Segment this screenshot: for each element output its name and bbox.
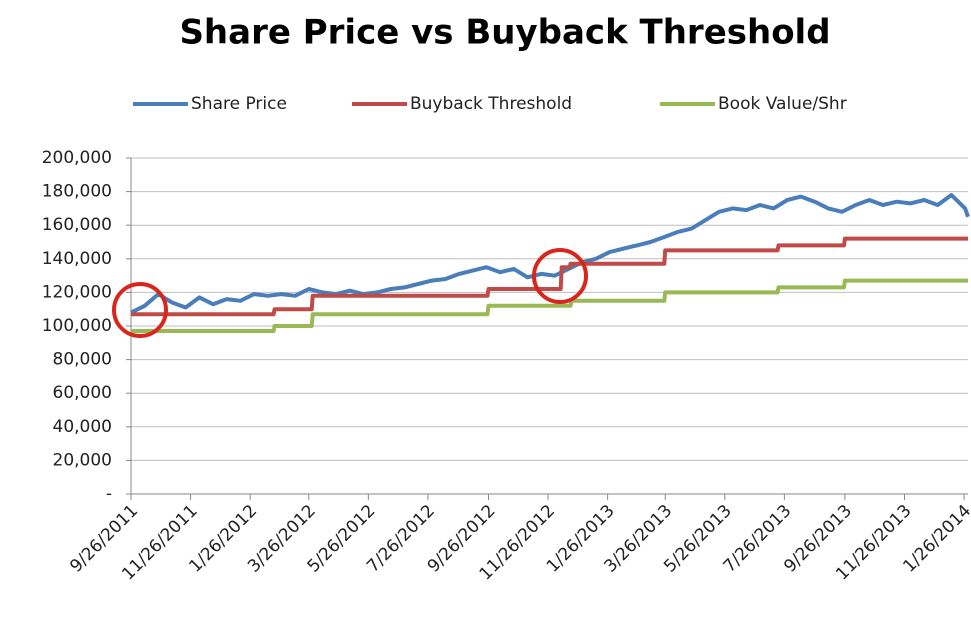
- series-line: [131, 278, 968, 333]
- legend-label: Share Price: [191, 94, 287, 114]
- series-line: [130, 193, 970, 315]
- annotation-circle: [532, 248, 588, 304]
- y-tick-label: 120,000: [42, 282, 112, 302]
- series-line: [131, 236, 968, 317]
- chart-title: Share Price vs Buyback Threshold: [179, 13, 830, 53]
- legend-label: Book Value/Shr: [718, 94, 847, 114]
- y-tick-label: 80,000: [53, 350, 112, 370]
- annotation-circle: [112, 282, 168, 338]
- y-tick-label: 100,000: [42, 316, 112, 336]
- y-tick-label: 60,000: [53, 383, 112, 403]
- legend-label: Buyback Threshold: [410, 94, 572, 114]
- y-tick-label: 200,000: [42, 148, 112, 168]
- y-tick-label: 20,000: [53, 450, 112, 470]
- y-tick-label: 140,000: [42, 249, 112, 269]
- y-tick-label: 40,000: [53, 417, 112, 437]
- y-tick-label: 180,000: [42, 182, 112, 202]
- y-tick-label: 160,000: [42, 215, 112, 235]
- y-tick-label: -: [106, 484, 112, 504]
